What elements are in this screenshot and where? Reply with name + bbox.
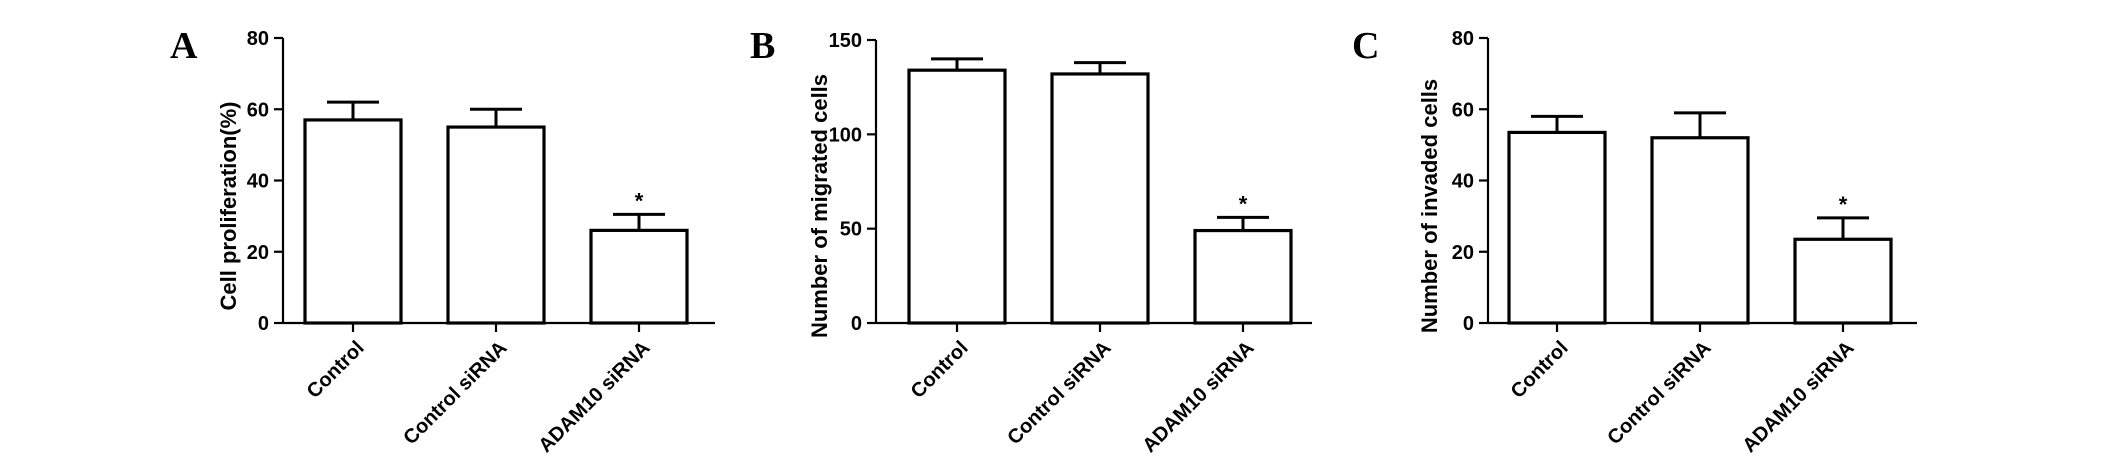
plot-b: 0 50 100 150 Control Control siRNA ADAM10 siRN… [829,30,1312,457]
bar [1793,237,1893,325]
bar [1193,228,1293,325]
bar [1050,72,1150,325]
y-tick-label: 0 [851,313,862,335]
y-axis-title-b: Number of migrated cells [807,74,832,338]
panel-letter-b: B [750,25,775,67]
significance-marker: * [1239,191,1248,216]
category-label: Control [907,337,973,403]
y-tick-label: 20 [1452,242,1474,264]
category-label: Control [1507,337,1573,403]
y-tick-label: 50 [840,219,862,241]
y-tick-label: 150 [829,30,862,52]
category-label: Control siRNA [399,337,511,449]
y-tick-label: 0 [258,313,269,335]
bar [907,68,1007,325]
category-label: Control [303,337,369,403]
y-tick-label: 20 [247,242,269,264]
y-tick-label: 60 [1452,99,1474,121]
bar [1650,136,1750,325]
y-tick-label: 60 [247,99,269,121]
category-label: Control siRNA [1003,337,1115,449]
y-axis-title-a: Cell proliferation(%) [216,101,241,310]
panel-letter-c: C [1352,25,1379,67]
category-label: Control siRNA [1603,337,1715,449]
y-tick-label: 80 [1452,28,1474,50]
plot-c: 0 20 40 60 80 Control Control siRNA ADAM10 siRN… [1452,28,1917,457]
panel-c: C Number of invaded cells 0 20 40 60 80 Contr… [1352,25,1917,457]
bar [1507,130,1607,325]
y-tick-label: 40 [1452,171,1474,193]
y-axis-title-c: Number of invaded cells [1417,79,1442,333]
plot-a: 0 20 40 60 80 Control Control siRNA ADAM10 siRN… [247,28,715,457]
panel-letter-a: A [170,25,198,67]
panel-b: B Number of migrated cells 0 50 100 150 Cont… [750,25,1312,457]
y-tick-label: 0 [1463,313,1474,335]
bar [303,118,403,325]
y-tick-label: 100 [829,124,862,146]
category-label: ADAM10 siRNA [534,337,654,457]
y-tick-label: 40 [247,171,269,193]
bar [446,125,546,325]
category-label: ADAM10 siRNA [1138,337,1258,457]
significance-marker: * [635,188,644,213]
y-tick-label: 80 [247,28,269,50]
category-label: ADAM10 siRNA [1738,337,1858,457]
panel-a: A Cell proliferation(%) 0 20 40 60 80 Control… [170,25,715,457]
bar [589,228,689,325]
significance-marker: * [1839,192,1848,217]
